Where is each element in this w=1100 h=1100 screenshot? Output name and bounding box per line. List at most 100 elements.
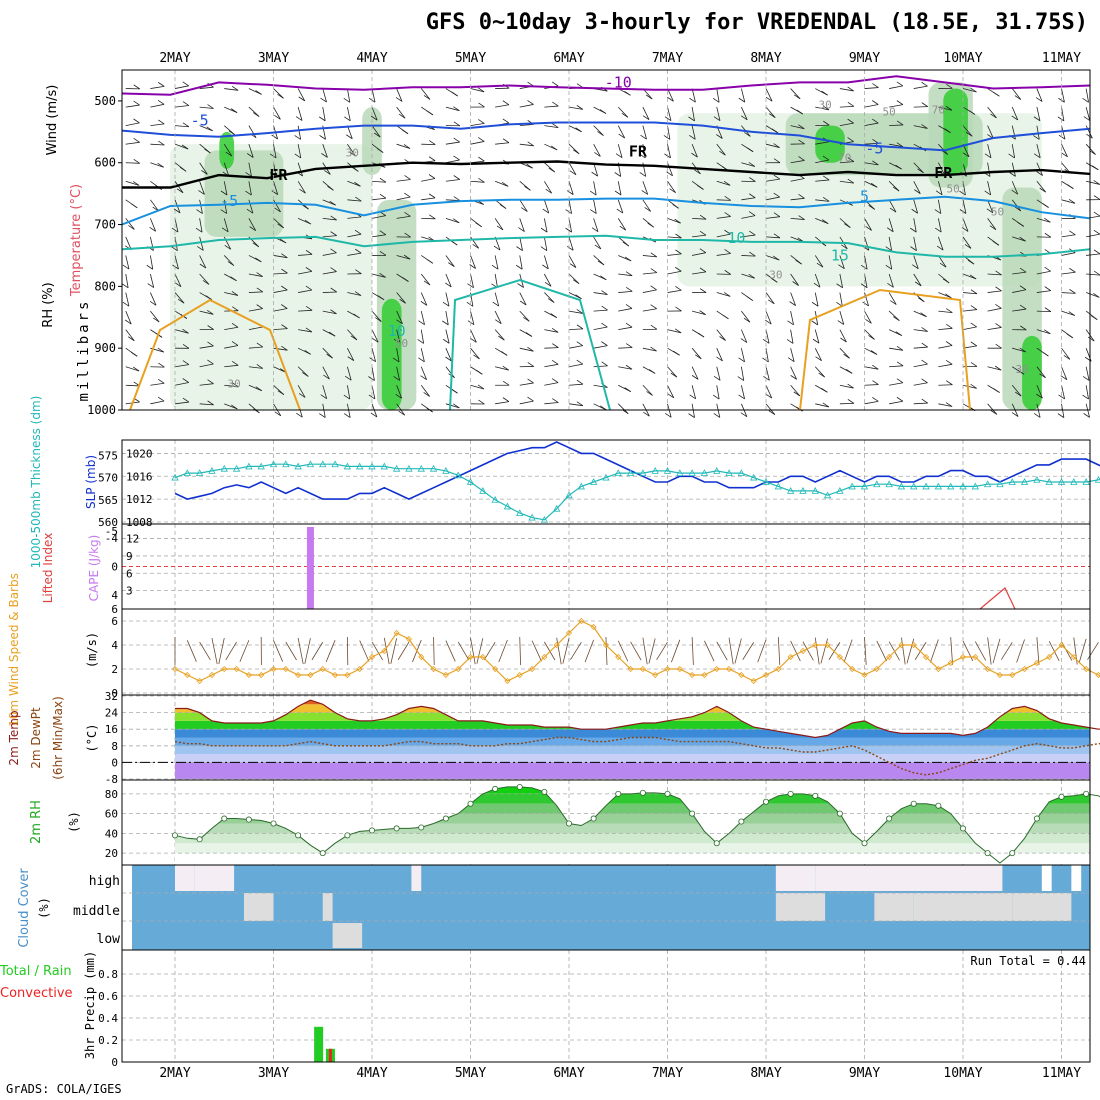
wind-speed-point	[405, 635, 413, 643]
wind-barb-flag	[1019, 347, 1026, 353]
wind-barb-flag	[472, 243, 479, 249]
wind-barb-flag	[566, 245, 574, 251]
wind-barb-flag	[370, 115, 378, 121]
thickness-point	[762, 478, 770, 485]
wind-barb	[371, 329, 379, 343]
wind-barb	[248, 366, 263, 369]
wind-barb-flag	[993, 388, 1000, 393]
wind-barb-flag	[768, 410, 776, 415]
wind-barb-flag	[207, 341, 214, 347]
date-label-bottom: 9MAY	[849, 1066, 880, 1081]
rh2m-point	[861, 840, 868, 847]
wind-speed-point	[270, 665, 277, 673]
wind-barb-flag	[369, 357, 376, 363]
wind-barb-flag	[318, 116, 326, 122]
wind-barb-10m	[876, 640, 887, 662]
wind-barb-flag	[995, 270, 1002, 276]
wind-barb-flag	[601, 341, 608, 346]
wind-barb	[839, 329, 847, 343]
wind-barb-flag	[157, 82, 165, 87]
rh2m-point	[960, 825, 967, 832]
wind-barb	[815, 106, 830, 111]
wind-barb-flag	[515, 264, 523, 270]
wind-barb	[716, 348, 723, 362]
wind-barb-flag	[550, 313, 557, 318]
wind-barb	[371, 180, 386, 183]
wind-barb	[470, 141, 485, 145]
legend-thickness: 1000-500mb Thickness (dm)	[29, 396, 43, 569]
wind-barb	[223, 199, 228, 214]
contour-label: 15	[831, 246, 849, 264]
wind-barb-flag	[816, 262, 824, 268]
wind-barb	[937, 199, 942, 214]
wind-barb-10m	[273, 640, 284, 662]
wind-barb-flag	[132, 181, 140, 186]
wind-barb-flag	[255, 90, 262, 95]
wind-barb	[617, 144, 623, 158]
wind-barb-flag	[249, 226, 256, 231]
wind-barb	[913, 363, 928, 368]
wind-barb-flag	[566, 190, 574, 195]
wind-barb	[593, 292, 608, 295]
wind-barb-flag	[245, 190, 252, 196]
wind-barb-flag	[944, 128, 951, 133]
wind-barb	[987, 106, 997, 119]
wind-barb-flag	[862, 301, 869, 307]
wind-barb-flag	[1039, 187, 1046, 193]
wind-barb-flag	[893, 316, 900, 321]
wind-barb-flag	[420, 301, 428, 306]
wind-barb-flag	[133, 84, 140, 90]
thickness-point	[873, 480, 881, 488]
wind-barb	[765, 292, 775, 305]
wind-barb-flag	[478, 177, 485, 183]
wind-barb	[174, 236, 178, 251]
tick-label-li: 0	[111, 561, 118, 574]
wind-barb	[716, 106, 721, 121]
wind-barb	[642, 272, 657, 275]
wind-barb-flag	[478, 102, 485, 108]
wind-barb	[495, 366, 509, 371]
wind-barb	[199, 125, 213, 132]
wind-barb-flag	[642, 115, 650, 120]
wind-barb	[815, 124, 830, 127]
wind-barb-10m	[285, 641, 297, 661]
thickness-series	[171, 460, 1100, 523]
thickness-point	[934, 482, 943, 490]
rh2m-point	[689, 810, 696, 817]
wind-barb-flag	[691, 375, 699, 380]
thickness-point	[1045, 478, 1053, 485]
legend-temperature: Temperature (°C)	[69, 184, 84, 297]
wind-barb	[938, 345, 953, 349]
wind-barb	[864, 142, 879, 145]
wind-barb-flag	[399, 298, 406, 304]
wind-barb	[396, 348, 400, 363]
wind-barb-flag	[157, 162, 164, 168]
wind-barb	[1011, 125, 1016, 140]
wind-barb-flag	[945, 341, 953, 346]
wind-barb	[1061, 366, 1068, 380]
precip-bar-convective	[328, 1048, 332, 1062]
wind-barb	[1085, 403, 1090, 418]
wind-barb	[420, 310, 425, 325]
wind-barb	[421, 197, 436, 201]
wind-barb-flag	[281, 324, 288, 329]
wind-barb-flag	[298, 393, 306, 398]
tick-label-pressure: 900	[94, 341, 116, 355]
wind-barb	[913, 255, 919, 269]
wind-barb-flag	[910, 227, 917, 233]
wind-barb	[765, 88, 773, 102]
wind-barb-10m	[359, 640, 370, 662]
wind-barb	[642, 347, 657, 352]
wind-barb	[617, 403, 629, 414]
wind-barb	[741, 106, 748, 120]
wind-barb	[420, 273, 431, 286]
wind-barb-flag	[1019, 285, 1027, 291]
wind-barb	[1061, 125, 1066, 140]
tick-label-thickness: 570	[98, 472, 118, 485]
wind-barb-10m	[605, 637, 608, 665]
wind-barb-flag	[295, 116, 303, 121]
rh2m-point	[910, 800, 917, 807]
cloud-block	[913, 893, 1013, 921]
legend-lifted-index: Lifted Index	[41, 533, 55, 604]
cloud-row-middle: middle	[73, 904, 120, 919]
